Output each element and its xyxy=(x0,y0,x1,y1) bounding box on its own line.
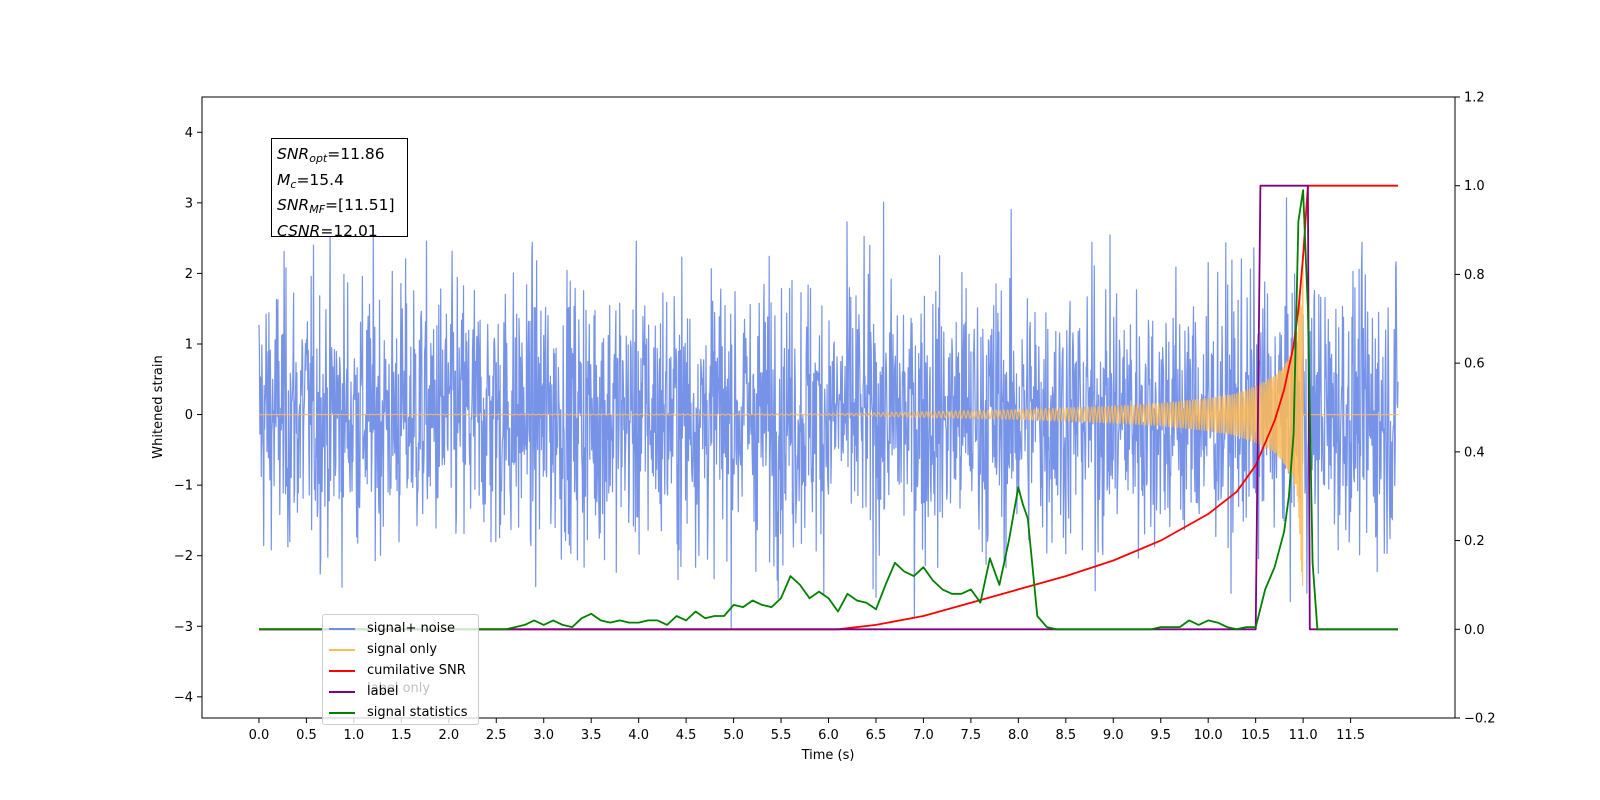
x-tick-label: 1.5 xyxy=(391,728,412,743)
x-tick-label: 4.5 xyxy=(676,728,697,743)
y-right-tick-label: 0.2 xyxy=(1464,534,1485,549)
chart-legend: signal+ noise signal only cumilative SNR… xyxy=(322,614,479,725)
x-tick-label: 9.0 xyxy=(1103,728,1124,743)
x-tick-label: 10.0 xyxy=(1194,728,1223,743)
legend-label: signal statistics xyxy=(367,705,468,720)
legend-swatch xyxy=(329,711,355,714)
y-tick-label: −2 xyxy=(174,549,193,564)
x-tick-label: 2.0 xyxy=(438,728,459,743)
signal-noise-line xyxy=(258,197,1399,629)
legend-label: cumilative SNR xyxy=(367,663,466,678)
y-tick-label: 2 xyxy=(185,267,193,282)
y-tick-label: −1 xyxy=(174,479,193,494)
y-axis-ticks: −4 −3 −2 −1 0 1 2 3 4 xyxy=(174,126,202,705)
y-right-tick-label: 1.2 xyxy=(1464,91,1485,106)
x-tick-label: 2.5 xyxy=(486,728,507,743)
y-tick-label: 3 xyxy=(185,196,193,211)
annotation-snr-mf: SNRMF=[11.51] xyxy=(277,196,395,216)
annotation-chirp-mass: Mc=15.4 xyxy=(277,170,344,191)
legend-swatch xyxy=(329,648,355,651)
legend-item: signal statistics xyxy=(329,702,478,723)
legend-label: signal only xyxy=(367,642,438,657)
y-right-axis-ticks: −0.2 0.0 0.2 0.4 0.6 0.8 1.0 1.2 xyxy=(1455,91,1496,727)
x-tick-label: 0.0 xyxy=(249,728,270,743)
y-right-tick-label: 1.0 xyxy=(1464,179,1485,194)
x-tick-label: 1.0 xyxy=(344,728,365,743)
x-tick-label: 4.0 xyxy=(628,728,649,743)
plot-data xyxy=(258,184,1399,631)
legend-label: signal+ noise xyxy=(367,621,456,636)
cumulative-snr-line xyxy=(259,184,1398,631)
y-tick-label: 1 xyxy=(185,337,193,352)
x-tick-label: 11.0 xyxy=(1289,728,1318,743)
legend-swatch xyxy=(329,627,355,630)
signal-only-line xyxy=(258,253,1399,586)
x-tick-label: 5.0 xyxy=(723,728,744,743)
legend-item: signal+ noise xyxy=(329,618,478,639)
x-tick-label: 5.5 xyxy=(771,728,792,743)
x-axis-label: Time (s) xyxy=(801,748,855,763)
x-tick-label: 7.0 xyxy=(913,728,934,743)
x-tick-label: 10.5 xyxy=(1241,728,1270,743)
y-right-tick-label: 0.8 xyxy=(1464,268,1485,283)
annotation-csnr: CSNR=12.01 xyxy=(277,221,378,240)
x-tick-label: 6.0 xyxy=(818,728,839,743)
x-tick-label: 6.5 xyxy=(866,728,887,743)
stats-annotation-box: SNRopt=11.86 Mc=15.4 SNRMF=[11.51] CSNR=… xyxy=(271,138,408,240)
legend-item: cumilative SNR xyxy=(329,660,478,681)
legend-swatch xyxy=(329,669,355,672)
x-tick-label: 3.5 xyxy=(581,728,602,743)
legend-swatch xyxy=(329,690,355,693)
x-tick-label: 7.5 xyxy=(961,728,982,743)
legend-item: label label only xyxy=(329,681,478,702)
legend-label: label xyxy=(367,684,399,699)
legend-item: signal only xyxy=(329,639,478,660)
y-tick-label: 4 xyxy=(185,126,193,141)
y-right-tick-label: 0.4 xyxy=(1464,445,1485,460)
y-right-tick-label: 0.6 xyxy=(1464,357,1485,372)
y-right-tick-label: 0.0 xyxy=(1464,623,1485,638)
x-tick-label: 11.5 xyxy=(1336,728,1365,743)
x-tick-label: 9.5 xyxy=(1150,728,1171,743)
x-tick-label: 8.5 xyxy=(1055,728,1076,743)
x-axis-ticks: 0.0 0.5 1.0 1.5 2.0 2.5 3.0 3.5 4.0 4.5 5.0 5.5 6.0 6… xyxy=(249,718,1365,743)
signal-statistics-line xyxy=(259,189,1398,631)
y-tick-label: −4 xyxy=(174,690,193,705)
x-tick-label: 0.5 xyxy=(296,728,317,743)
annotation-snr-opt: SNRopt=11.86 xyxy=(277,145,385,165)
y-right-tick-label: −0.2 xyxy=(1464,712,1496,727)
y-tick-label: −3 xyxy=(174,620,193,635)
x-tick-label: 3.0 xyxy=(533,728,554,743)
legend-overlap-text: label only xyxy=(367,681,431,696)
x-tick-label: 8.0 xyxy=(1008,728,1029,743)
y-axis-label: Whitened strain xyxy=(151,355,166,458)
y-tick-label: 0 xyxy=(185,408,193,423)
